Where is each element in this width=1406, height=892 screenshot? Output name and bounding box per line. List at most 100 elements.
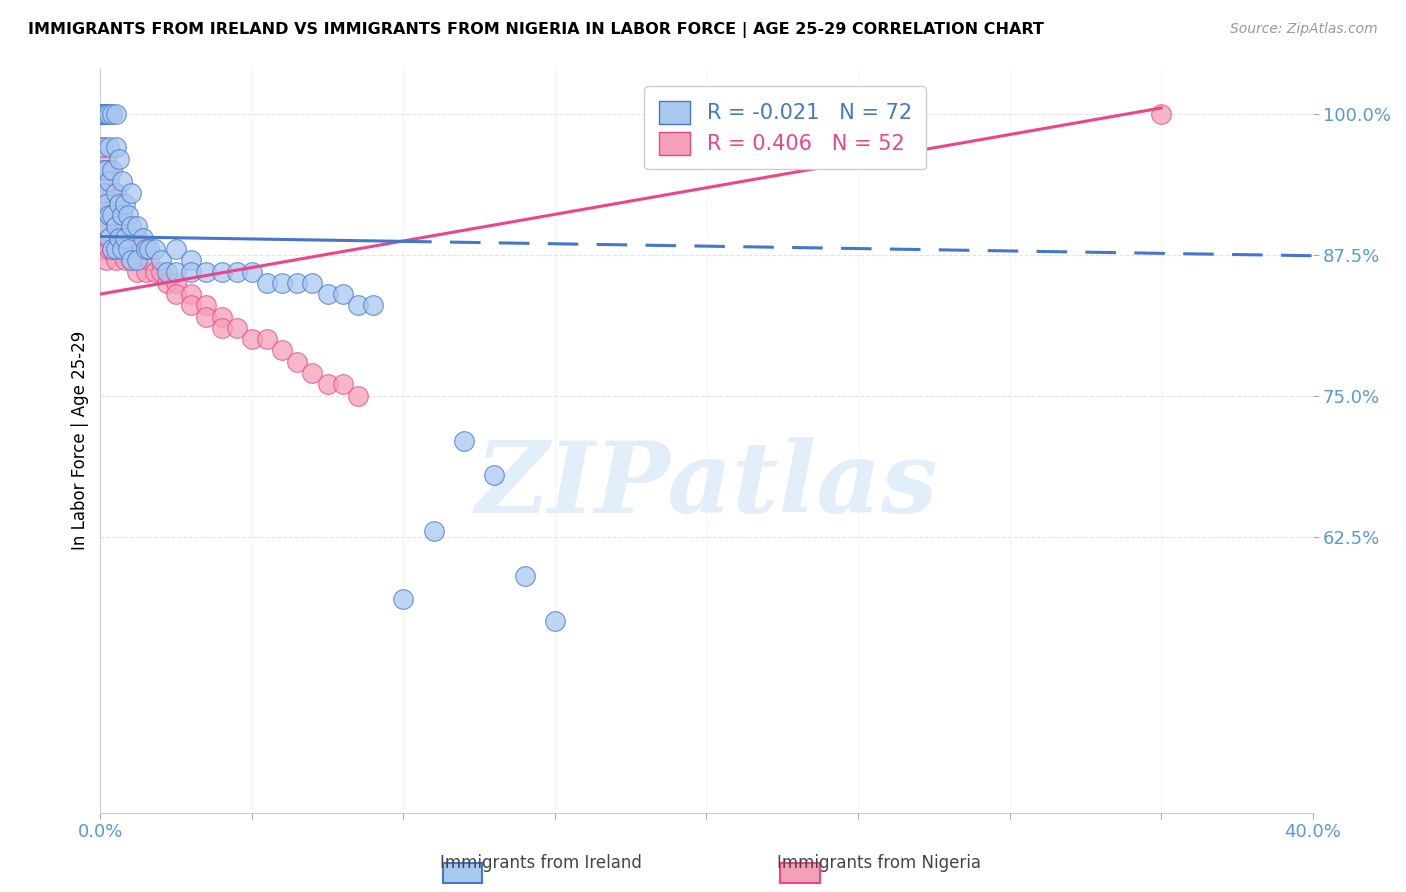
Point [149,264,172,278]
Point [143,242,166,256]
Text: Immigrants from Ireland: Immigrants from Ireland [440,855,643,872]
Point [114,219,136,234]
Point [132,230,155,244]
Point [104,140,127,154]
Point [101,208,124,222]
Point [93,106,115,120]
Point [96,106,118,120]
Point [165,242,187,256]
Point [107,230,129,244]
Point [104,219,127,234]
Point [544,614,567,628]
Point [93,163,115,178]
Point [156,264,179,278]
Point [316,287,339,301]
Point [98,242,121,256]
Point [101,106,124,120]
Point [107,152,129,166]
Point [165,276,187,290]
Point [117,208,139,222]
Point [101,242,124,256]
Point [143,264,166,278]
Point [120,186,142,200]
Point [107,230,129,244]
Point [271,276,294,290]
Point [96,106,118,120]
Point [93,242,115,256]
Point [392,591,415,606]
Point [332,377,354,392]
Point [138,242,160,256]
Point [135,264,157,278]
Point [98,208,121,222]
Point [114,197,136,211]
Point [110,174,132,188]
Y-axis label: In Labor Force | Age 25-29: In Labor Force | Age 25-29 [72,331,89,550]
Text: Immigrants from Nigeria: Immigrants from Nigeria [776,855,981,872]
Point [1150,106,1173,120]
Point [211,264,233,278]
Point [285,276,308,290]
Point [98,106,121,120]
Point [120,230,142,244]
Point [347,388,370,402]
Point [180,287,202,301]
Point [211,310,233,324]
Point [361,298,384,312]
Point [93,106,115,120]
Point [195,264,218,278]
Point [96,186,118,200]
Point [125,219,148,234]
Point [93,140,115,154]
Point [138,253,160,268]
Point [240,264,263,278]
Point [211,321,233,335]
Point [125,264,148,278]
Point [135,242,157,256]
Text: Source: ZipAtlas.com: Source: ZipAtlas.com [1230,22,1378,37]
Point [195,310,218,324]
Legend: R = -0.021   N = 72, R = 0.406   N = 52: R = -0.021 N = 72, R = 0.406 N = 52 [644,87,927,169]
Point [149,253,172,268]
Point [93,106,115,120]
Point [316,377,339,392]
Point [93,140,115,154]
Point [107,197,129,211]
Point [165,264,187,278]
Point [93,106,115,120]
Point [132,242,155,256]
Point [301,276,323,290]
Text: IMMIGRANTS FROM IRELAND VS IMMIGRANTS FROM NIGERIA IN LABOR FORCE | AGE 25-29 CO: IMMIGRANTS FROM IRELAND VS IMMIGRANTS FR… [28,22,1045,38]
Point [101,186,124,200]
Point [96,106,118,120]
Point [98,163,121,178]
Point [195,298,218,312]
Point [98,140,121,154]
Point [125,230,148,244]
Point [104,106,127,120]
Point [93,208,115,222]
Point [98,197,121,211]
Point [104,253,127,268]
Point [98,230,121,244]
Point [93,174,115,188]
Point [107,197,129,211]
Point [156,276,179,290]
Point [114,230,136,244]
Point [332,287,354,301]
Point [347,298,370,312]
Point [114,253,136,268]
Point [225,264,247,278]
Point [110,242,132,256]
Point [104,219,127,234]
Point [285,355,308,369]
Point [422,524,444,538]
Point [96,152,118,166]
Point [225,321,247,335]
Point [180,298,202,312]
Point [240,332,263,346]
Point [120,219,142,234]
Point [453,434,475,448]
Point [96,163,118,178]
Point [120,253,142,268]
